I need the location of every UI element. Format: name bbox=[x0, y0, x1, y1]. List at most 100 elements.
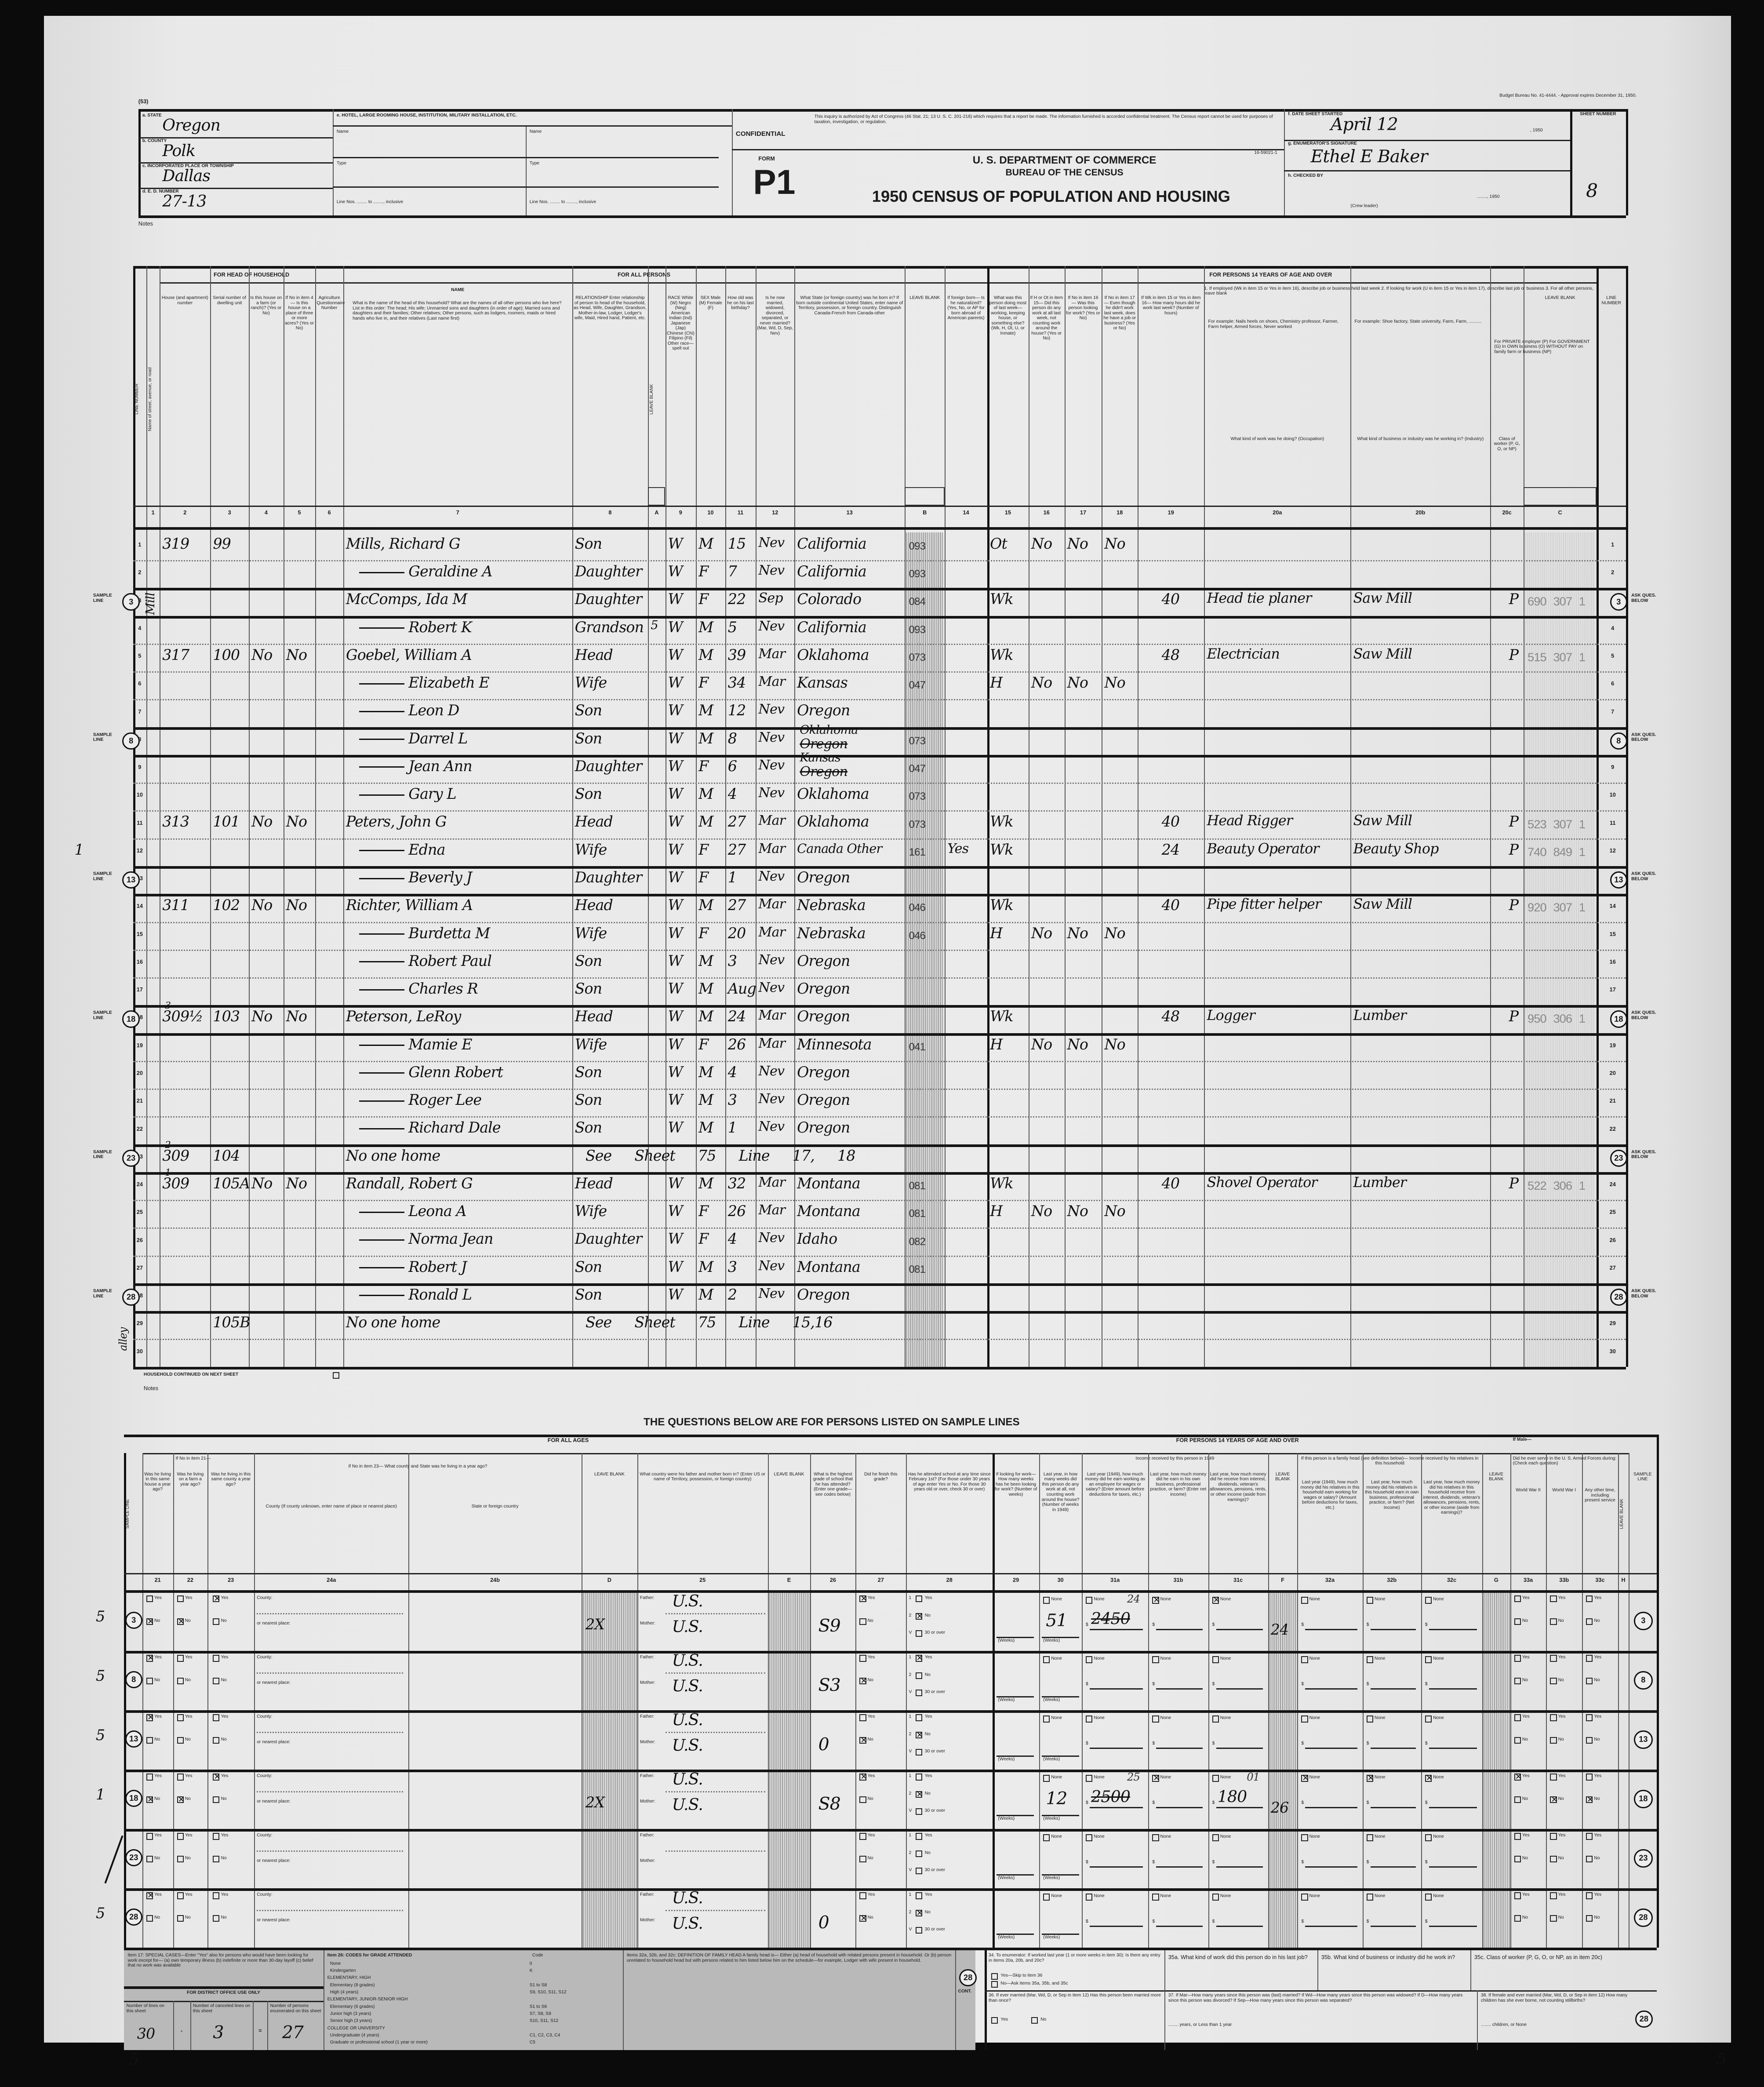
column-rule bbox=[1362, 1453, 1364, 1948]
yes-checkbox: ✕ bbox=[146, 1713, 154, 1723]
rule bbox=[1626, 266, 1628, 1367]
none-checkbox: ✕ bbox=[1301, 1774, 1309, 1783]
none-label: None bbox=[1094, 1715, 1105, 1721]
cell-marital: Nev bbox=[758, 869, 785, 885]
none-label: None bbox=[1220, 1834, 1231, 1839]
none-label: None bbox=[1051, 1715, 1062, 1721]
line-number: 6 bbox=[138, 680, 142, 687]
rule bbox=[173, 2001, 174, 2051]
cell-name: Peters, John G bbox=[346, 813, 447, 830]
cell-sex: M bbox=[698, 813, 713, 830]
cell-serial: 99 bbox=[213, 535, 231, 552]
line-number: 15 bbox=[136, 930, 143, 937]
cell-mother-birthplace: U.S. bbox=[672, 1676, 703, 1695]
sample-column-header-c32a: Last year (1949), how much money did his… bbox=[1300, 1480, 1360, 1510]
yes-label: Yes bbox=[867, 1833, 875, 1838]
rule bbox=[257, 1613, 404, 1614]
column-number-naturalized: 14 bbox=[963, 509, 969, 516]
no-checkbox bbox=[1586, 1618, 1593, 1625]
no-checkbox bbox=[1550, 1915, 1557, 1922]
option-number: 2 bbox=[909, 1613, 912, 1618]
column-rule bbox=[207, 1453, 208, 1948]
cell-sex: M bbox=[698, 729, 713, 747]
sample-column-header-c27: Did he finish this grade? bbox=[864, 1471, 898, 1482]
option-number: V bbox=[909, 1927, 912, 1932]
cell-hours: 24 bbox=[1161, 841, 1180, 858]
column-number-b: B bbox=[923, 509, 927, 516]
no-label: No bbox=[1522, 1796, 1528, 1801]
column-header-line: LINE NUMBER bbox=[134, 383, 139, 415]
grade-code-label: Elementary (8 grades) bbox=[330, 1982, 375, 1988]
rule bbox=[124, 1573, 1657, 1574]
cell-given-name: Darrel L bbox=[359, 730, 468, 747]
column-number-c17: 17 bbox=[1080, 509, 1087, 516]
cell-sex: M bbox=[698, 785, 713, 803]
school-attendance-checkbox bbox=[915, 1774, 922, 1781]
sample-line-circle-left: 28 bbox=[122, 1289, 140, 1306]
cell-birthplace: Oregon bbox=[797, 1008, 850, 1025]
cell-marital: Mar bbox=[758, 1008, 786, 1023]
cell-relation: Son bbox=[575, 1063, 602, 1081]
grade-code: C5 bbox=[529, 2040, 535, 2045]
weeks-label: (Weeks) bbox=[1043, 1757, 1060, 1762]
none-label: None bbox=[1433, 1597, 1444, 1602]
none-checkbox bbox=[1301, 1656, 1308, 1663]
sample-column-header-c25: What country were his father and mother … bbox=[640, 1471, 766, 1482]
row-divider bbox=[133, 588, 1626, 591]
cell-given-name: Geraldine A bbox=[359, 563, 492, 580]
cell-given-name: Robert Paul bbox=[359, 952, 492, 969]
no-checkbox bbox=[213, 1618, 220, 1625]
cell-age: 2 bbox=[727, 1286, 737, 1303]
rule bbox=[1090, 1748, 1143, 1749]
ask-questions-tag: ASK QUES. BELOW bbox=[1631, 732, 1656, 743]
cell-weeks-worked: 12 bbox=[1046, 1788, 1067, 1809]
no-label: No bbox=[1522, 1677, 1528, 1683]
cell-given-name: Roger Lee bbox=[359, 1091, 482, 1108]
sample-line-circle-right: 13 bbox=[1634, 1730, 1653, 1749]
none-checkbox bbox=[1152, 1656, 1159, 1663]
column-number-c16: 16 bbox=[1043, 509, 1050, 516]
rule bbox=[622, 1950, 624, 2051]
option-number: 1 bbox=[909, 1655, 912, 1660]
cell-serial: 105A bbox=[213, 1174, 250, 1192]
date-year: , 1950 bbox=[1530, 127, 1543, 133]
cell-name: Peterson, LeRoy bbox=[346, 1008, 461, 1025]
sample-column-header-e: LEAVE BLANK bbox=[774, 1471, 804, 1477]
cell-race: W bbox=[668, 563, 683, 580]
cell-age: 1 bbox=[727, 869, 737, 886]
house-number-superscript: 2 bbox=[165, 1139, 171, 1150]
footer-instructions-panel bbox=[124, 1950, 975, 2051]
cell-name: Goebel, William A bbox=[346, 646, 472, 663]
cell-birthplace: Oregon bbox=[797, 980, 850, 998]
cell-given-name: Charles R bbox=[359, 980, 478, 997]
row-divider bbox=[133, 1339, 1626, 1340]
yes-checkbox: ✕ bbox=[146, 1891, 154, 1901]
no-checkbox bbox=[213, 1855, 220, 1862]
yes-label: Yes bbox=[1594, 1655, 1602, 1660]
yes-checkbox bbox=[1550, 1655, 1557, 1662]
column-rule bbox=[993, 1453, 995, 1948]
sample-column-header-c29: If looking for work— How many weeks has … bbox=[994, 1471, 1037, 1497]
column-number-a: A bbox=[655, 509, 659, 516]
cell-relation: Son bbox=[575, 1119, 602, 1136]
cell-acres: No bbox=[286, 896, 307, 914]
rule bbox=[1284, 170, 1570, 172]
cell-code-b: 073 bbox=[909, 818, 926, 830]
cell-occupation: Logger bbox=[1207, 1008, 1255, 1024]
line-number: 9 bbox=[138, 764, 142, 771]
cell-age: 5 bbox=[727, 618, 737, 636]
column-header-c16: If H or Ot in item 15— Did this person d… bbox=[1030, 295, 1063, 341]
column-number-c18: 18 bbox=[1117, 509, 1123, 516]
yes-checkbox: ✕ bbox=[213, 1772, 221, 1782]
yes-label: Yes bbox=[154, 1892, 162, 1898]
cell-class-of-worker: P bbox=[1509, 646, 1519, 663]
cell-given-name: Mamie E bbox=[359, 1036, 472, 1053]
sample-column-number-g: G bbox=[1494, 1576, 1498, 1583]
row-divider bbox=[133, 1089, 1626, 1090]
yes-label: Yes bbox=[1522, 1595, 1530, 1601]
none-checkbox bbox=[1301, 1597, 1308, 1604]
yes-label: Yes bbox=[1558, 1714, 1566, 1719]
row-divider bbox=[133, 977, 1626, 979]
no-label: No bbox=[1558, 1796, 1564, 1801]
yes-label: Yes bbox=[1594, 1774, 1602, 1779]
